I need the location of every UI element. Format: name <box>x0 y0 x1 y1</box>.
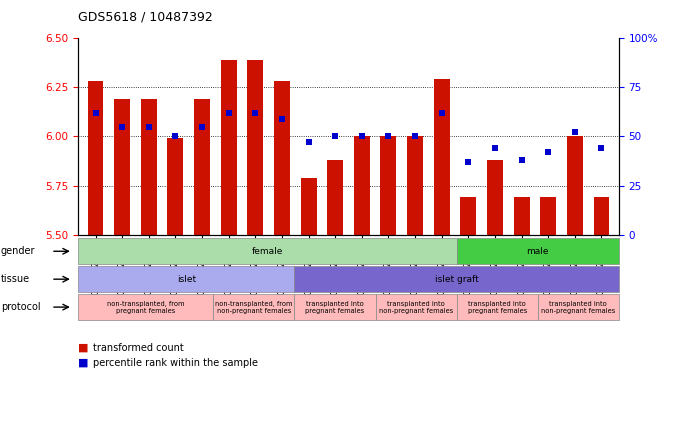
Text: transformed count: transformed count <box>93 343 184 353</box>
Point <box>143 123 154 130</box>
Text: ■: ■ <box>78 357 88 368</box>
Point <box>197 123 207 130</box>
Text: percentile rank within the sample: percentile rank within the sample <box>93 357 258 368</box>
Bar <box>540 198 556 235</box>
Bar <box>114 99 130 235</box>
Point <box>330 133 341 140</box>
Bar <box>567 137 583 235</box>
Point <box>569 129 580 136</box>
Point <box>463 159 474 165</box>
Point <box>303 139 314 146</box>
Bar <box>380 137 396 235</box>
Bar <box>487 160 503 235</box>
Point <box>543 149 554 156</box>
Text: islet: islet <box>177 275 196 284</box>
Bar <box>407 137 423 235</box>
Bar <box>594 198 609 235</box>
Text: non-transplanted, from
pregnant females: non-transplanted, from pregnant females <box>107 301 184 313</box>
Point <box>356 133 367 140</box>
Text: transplanted into
pregnant females: transplanted into pregnant females <box>305 301 364 313</box>
Text: non-transplanted, from
non-pregnant females: non-transplanted, from non-pregnant fema… <box>215 301 292 313</box>
Text: islet graft: islet graft <box>435 275 479 284</box>
Point <box>437 110 447 116</box>
Bar <box>221 60 237 235</box>
Point <box>170 133 181 140</box>
Point <box>409 133 420 140</box>
Bar <box>88 81 103 235</box>
Text: male: male <box>526 247 549 256</box>
Point <box>250 110 260 116</box>
Bar <box>274 81 290 235</box>
Text: gender: gender <box>1 246 35 256</box>
Bar <box>460 198 476 235</box>
Text: transplanted into
non-pregnant females: transplanted into non-pregnant females <box>541 301 615 313</box>
Point <box>223 110 234 116</box>
Bar <box>194 99 210 235</box>
Point <box>117 123 128 130</box>
Text: female: female <box>252 247 283 256</box>
Text: protocol: protocol <box>1 302 40 312</box>
Point <box>90 110 101 116</box>
Point <box>383 133 394 140</box>
Bar <box>301 178 317 235</box>
Point <box>490 145 500 151</box>
Bar <box>513 198 530 235</box>
Bar <box>141 99 157 235</box>
Text: ■: ■ <box>78 343 88 353</box>
Text: transplanted into
non-pregnant females: transplanted into non-pregnant females <box>379 301 453 313</box>
Point <box>277 115 288 122</box>
Text: tissue: tissue <box>1 274 30 284</box>
Bar <box>327 160 343 235</box>
Bar <box>434 80 449 235</box>
Text: GDS5618 / 10487392: GDS5618 / 10487392 <box>78 11 213 24</box>
Bar <box>167 138 184 235</box>
Bar <box>248 60 263 235</box>
Bar <box>354 137 370 235</box>
Text: transplanted into
pregnant females: transplanted into pregnant females <box>468 301 527 313</box>
Point <box>596 145 607 151</box>
Point <box>516 157 527 163</box>
